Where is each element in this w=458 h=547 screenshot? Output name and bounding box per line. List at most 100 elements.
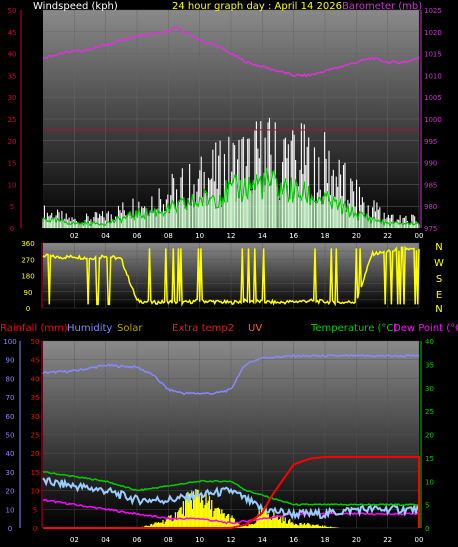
extra-temp-label: Extra temp2 [172, 323, 234, 334]
wind-x-tick: 00 [415, 232, 424, 240]
compass-n-bottom: N [435, 304, 442, 315]
rain-tick: 45 [31, 357, 40, 365]
wind-tick: 5 [10, 203, 14, 211]
rain-tick: 40 [31, 375, 40, 383]
dir-tick: 90 [24, 289, 33, 297]
uv-label: UV [248, 323, 262, 334]
wind-tick: 50 [8, 7, 17, 15]
dir-tick: 180 [21, 273, 34, 281]
rainfall-label: Rainfall (mm) [0, 323, 68, 334]
compass-n-top: N [435, 242, 442, 253]
temp-x-tick: 12 [227, 536, 236, 544]
compass-labels: N W S E N [434, 242, 444, 315]
baro-tick: 1000 [424, 116, 442, 124]
wind-x-tick: 06 [133, 232, 142, 240]
humidity-tick: 30 [6, 469, 15, 477]
wind-x-tick: 10 [195, 232, 204, 240]
baro-tick: 980 [424, 203, 437, 211]
temp-tick: 25 [425, 408, 434, 416]
rain-tick: 35 [31, 394, 40, 402]
wind-tick: 35 [8, 72, 17, 80]
humidity-tick: 90 [6, 357, 15, 365]
temp-tick: 40 [425, 338, 434, 346]
baro-tick: 1010 [424, 72, 442, 80]
humidity-tick: 60 [6, 413, 15, 421]
wind-tick: 15 [8, 160, 17, 168]
wind-x-tick: 04 [101, 232, 110, 240]
rain-tick: 50 [31, 338, 40, 346]
baro-tick: 1005 [424, 94, 442, 102]
humidity-tick: 100 [3, 338, 16, 346]
temp-tick: 0 [425, 525, 429, 533]
humidity-tick: 50 [6, 432, 15, 440]
rain-tick: 0 [33, 525, 37, 533]
barometer-label: Barometer (mb) [342, 1, 422, 12]
wind-x-tick: 02 [70, 232, 79, 240]
outside-temp-line [42, 476, 420, 521]
temp-x-tick: 00 [415, 536, 424, 544]
wind-tick: 25 [8, 116, 17, 124]
temp-x-tick: 22 [383, 536, 392, 544]
humidity-tick: 40 [6, 450, 15, 458]
temperature-label: Temperature (°C) [310, 323, 397, 334]
rain-tick: 25 [31, 432, 40, 440]
wind-tick: 10 [8, 181, 17, 189]
bottom-legend: Rainfall (mm) Humidity Solar Extra temp2… [0, 323, 458, 334]
baro-tick: 1025 [424, 7, 442, 15]
wind-tick: 0 [10, 225, 14, 233]
humidity-label: Humidity [67, 323, 112, 334]
humidity-line [42, 353, 420, 396]
solar-label: Solar [117, 323, 143, 334]
temp-x-tick: 06 [133, 536, 142, 544]
compass-s: S [436, 274, 442, 285]
windspeed-label: Windspeed (kph) [33, 1, 118, 12]
dir-tick: 0 [26, 305, 30, 313]
wind-direction-line [42, 245, 420, 307]
temp-x-tick: 20 [352, 536, 361, 544]
temp-tick: 30 [425, 385, 434, 393]
dew-point-line [42, 498, 420, 525]
temp-x-tick: 02 [70, 536, 79, 544]
temp-tick: 5 [425, 502, 429, 510]
wind-x-tick: 12 [227, 232, 236, 240]
baro-tick: 995 [424, 138, 437, 146]
baro-tick: 985 [424, 181, 437, 189]
temp-tick: 15 [425, 455, 434, 463]
humidity-tick: 20 [6, 488, 15, 496]
temp-x-tick: 10 [195, 536, 204, 544]
wind-x-tick: 20 [352, 232, 361, 240]
temperature-line [42, 470, 419, 507]
wind-tick: 45 [8, 29, 17, 37]
temp-x-tick: 04 [101, 536, 110, 544]
wind-x-tick: 08 [164, 232, 173, 240]
humidity-tick: 80 [6, 375, 15, 383]
baro-tick: 975 [424, 225, 437, 233]
baro-tick: 1015 [424, 51, 442, 59]
wind-x-tick: 18 [321, 232, 330, 240]
rain-tick: 20 [31, 450, 40, 458]
wind-x-tick: 22 [383, 232, 392, 240]
wind-tick: 30 [8, 94, 17, 102]
dir-tick: 360 [21, 240, 34, 248]
baro-tick: 990 [424, 160, 437, 168]
rain-tick: 5 [33, 506, 37, 514]
wind-tick: 40 [8, 51, 17, 59]
barometer-line [42, 26, 420, 78]
humidity-tick: 0 [8, 525, 12, 533]
temp-tick: 35 [425, 361, 434, 369]
wind-avg-line [42, 167, 420, 227]
compass-w: W [434, 258, 444, 269]
temp-tick: 20 [425, 432, 434, 440]
temp-x-tick: 16 [289, 536, 298, 544]
temp-x-tick: 14 [258, 536, 267, 544]
wind-average-series [42, 167, 420, 228]
wind-tick: 20 [8, 138, 17, 146]
wind-x-tick: 16 [289, 232, 298, 240]
tick-labels: 0510152025303540455097598098599099510001… [3, 7, 442, 544]
humidity-tick: 10 [6, 506, 15, 514]
rain-tick: 10 [31, 488, 40, 496]
temp-x-tick: 18 [321, 536, 330, 544]
temp-x-tick: 08 [164, 536, 173, 544]
rain-tick: 30 [31, 413, 40, 421]
